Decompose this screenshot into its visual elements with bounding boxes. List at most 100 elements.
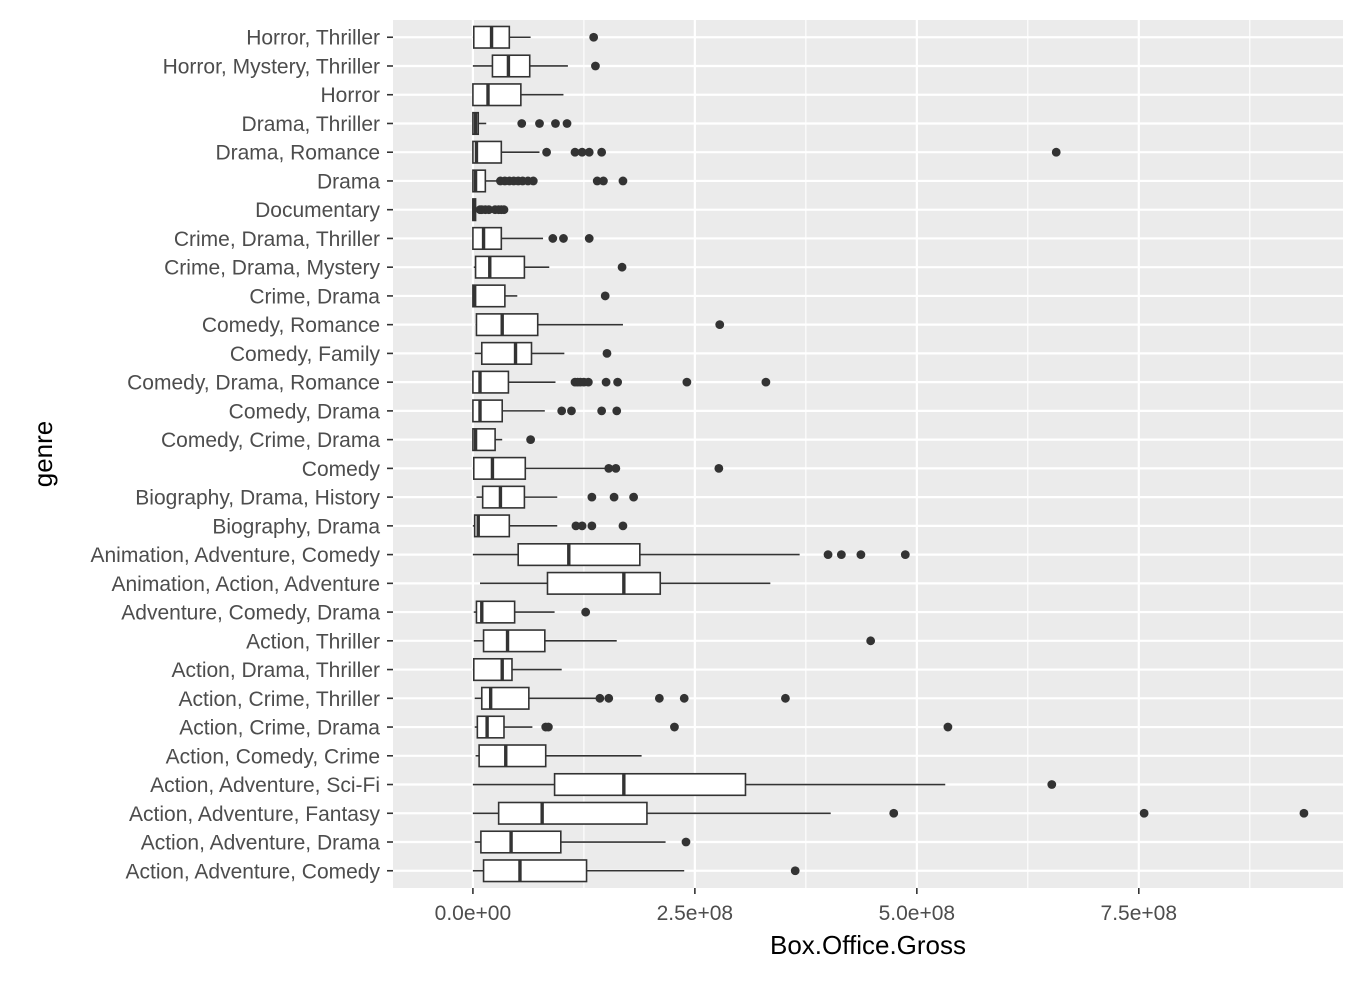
box-crime-drama xyxy=(472,284,610,308)
y-tick-label: Drama xyxy=(317,170,380,193)
outlier-point xyxy=(1299,808,1309,818)
y-tick-label: Crime, Drama xyxy=(249,285,380,308)
outlier-point xyxy=(600,291,610,301)
box-action-adventure-sci-fi xyxy=(472,772,1057,797)
iqr-box xyxy=(474,255,526,279)
y-tick-label: Comedy, Romance xyxy=(202,314,380,337)
iqr-box xyxy=(472,657,513,682)
y-tick-label: Drama, Romance xyxy=(215,142,380,165)
box-action-adventure-fantasy xyxy=(472,801,1309,825)
box-drama-thriller xyxy=(472,111,572,136)
outlier-point xyxy=(562,119,572,128)
y-tick-label: Action, Crime, Drama xyxy=(179,717,380,740)
outlier-point xyxy=(591,61,600,71)
iqr-box xyxy=(480,830,562,854)
x-axis-title: Box.Office.Gross xyxy=(770,930,966,960)
iqr-box xyxy=(491,54,531,78)
iqr-box xyxy=(475,313,539,337)
iqr-box xyxy=(497,801,648,825)
iqr-box xyxy=(472,83,522,107)
outlier-point xyxy=(900,550,910,559)
outlier-point xyxy=(604,693,614,703)
outlier-point xyxy=(597,147,607,157)
outlier-point xyxy=(557,406,567,416)
y-tick-label: Horror xyxy=(320,84,380,107)
y-tick-label: Action, Thriller xyxy=(246,630,380,653)
y-tick-label: Drama, Thriller xyxy=(242,113,380,136)
iqr-box xyxy=(546,571,662,595)
outlier-point xyxy=(571,521,581,531)
iqr-box xyxy=(553,772,747,797)
y-tick-label: Action, Adventure, Fantasy xyxy=(129,803,380,826)
y-tick-label: Action, Adventure, Sci-Fi xyxy=(150,774,380,797)
outlier-point xyxy=(570,147,580,157)
iqr-box xyxy=(473,514,511,538)
outlier-point xyxy=(617,262,627,272)
iqr-box xyxy=(482,859,588,883)
outlier-point xyxy=(790,866,800,876)
box-comedy-crime-drama xyxy=(472,428,536,452)
outlier-point xyxy=(583,377,593,387)
outlier-point xyxy=(526,435,536,445)
box-action-drama-thriller xyxy=(472,657,562,682)
boxplot-marks xyxy=(472,25,1309,883)
outlier-point xyxy=(682,377,692,387)
iqr-box xyxy=(478,744,547,768)
outlier-point xyxy=(577,521,587,531)
iqr-box xyxy=(476,715,505,739)
outlier-point xyxy=(1051,147,1061,157)
outlier-point xyxy=(681,837,691,847)
y-tick-label: Comedy, Drama xyxy=(229,400,381,423)
outlier-point xyxy=(535,119,544,128)
y-tick-label: Action, Crime, Thriller xyxy=(179,688,381,711)
x-tick-label: 7.5e+08 xyxy=(1101,902,1178,925)
outlier-point xyxy=(836,550,846,559)
y-tick-label: Animation, Action, Adventure xyxy=(112,573,381,596)
outlier-point xyxy=(587,521,597,531)
y-tick-label: Crime, Drama, Mystery xyxy=(164,257,380,280)
y-tick-label: Biography, Drama xyxy=(212,515,380,538)
outlier-point xyxy=(551,119,560,128)
y-tick-label: Animation, Adventure, Comedy xyxy=(91,544,381,567)
iqr-box xyxy=(480,686,530,710)
outlier-point xyxy=(856,550,866,559)
y-tick-label: Comedy xyxy=(302,458,381,481)
outlier-point xyxy=(612,406,622,416)
x-tick-label: 2.5e+08 xyxy=(657,902,734,925)
box-action-crime-thriller xyxy=(474,686,790,710)
outlier-point xyxy=(595,693,605,703)
y-axis-title: genre xyxy=(28,421,58,488)
outlier-point xyxy=(611,463,621,473)
outlier-point xyxy=(587,492,597,502)
outlier-point xyxy=(823,550,833,559)
box-crime-drama-mystery xyxy=(473,255,627,279)
box-action-adventure-comedy xyxy=(472,859,800,883)
y-tick-label: Comedy, Crime, Drama xyxy=(161,429,380,452)
outlier-point xyxy=(577,147,587,157)
x-tick-label: 0.0e+00 xyxy=(435,902,512,925)
box-animation-action-adventure xyxy=(480,571,771,595)
outlier-point xyxy=(592,176,602,186)
y-tick-label: Biography, Drama, History xyxy=(135,487,380,510)
outlier-point xyxy=(559,234,568,243)
outlier-point xyxy=(584,234,594,243)
box-drama-romance xyxy=(472,140,1061,164)
iqr-box xyxy=(517,543,641,567)
box-horror-mystery-thriller xyxy=(472,54,600,78)
iqr-box xyxy=(472,399,504,423)
outlier-point xyxy=(601,377,611,387)
outlier-point xyxy=(581,607,591,617)
outlier-point xyxy=(1139,808,1149,818)
y-tick-label: Action, Adventure, Drama xyxy=(141,832,381,855)
y-tick-label: Documentary xyxy=(255,199,380,222)
outlier-point xyxy=(618,176,628,186)
outlier-point xyxy=(670,722,679,732)
outlier-point xyxy=(781,693,790,703)
iqr-box xyxy=(472,140,503,164)
box-comedy xyxy=(472,456,724,480)
x-axis: 0.0e+00 2.5e+08 5.0e+08 7.5e+08 xyxy=(435,888,1177,925)
outlier-point xyxy=(618,521,628,531)
iqr-box xyxy=(472,284,506,308)
box-crime-drama-thriller xyxy=(472,226,594,251)
outlier-point xyxy=(629,492,639,502)
